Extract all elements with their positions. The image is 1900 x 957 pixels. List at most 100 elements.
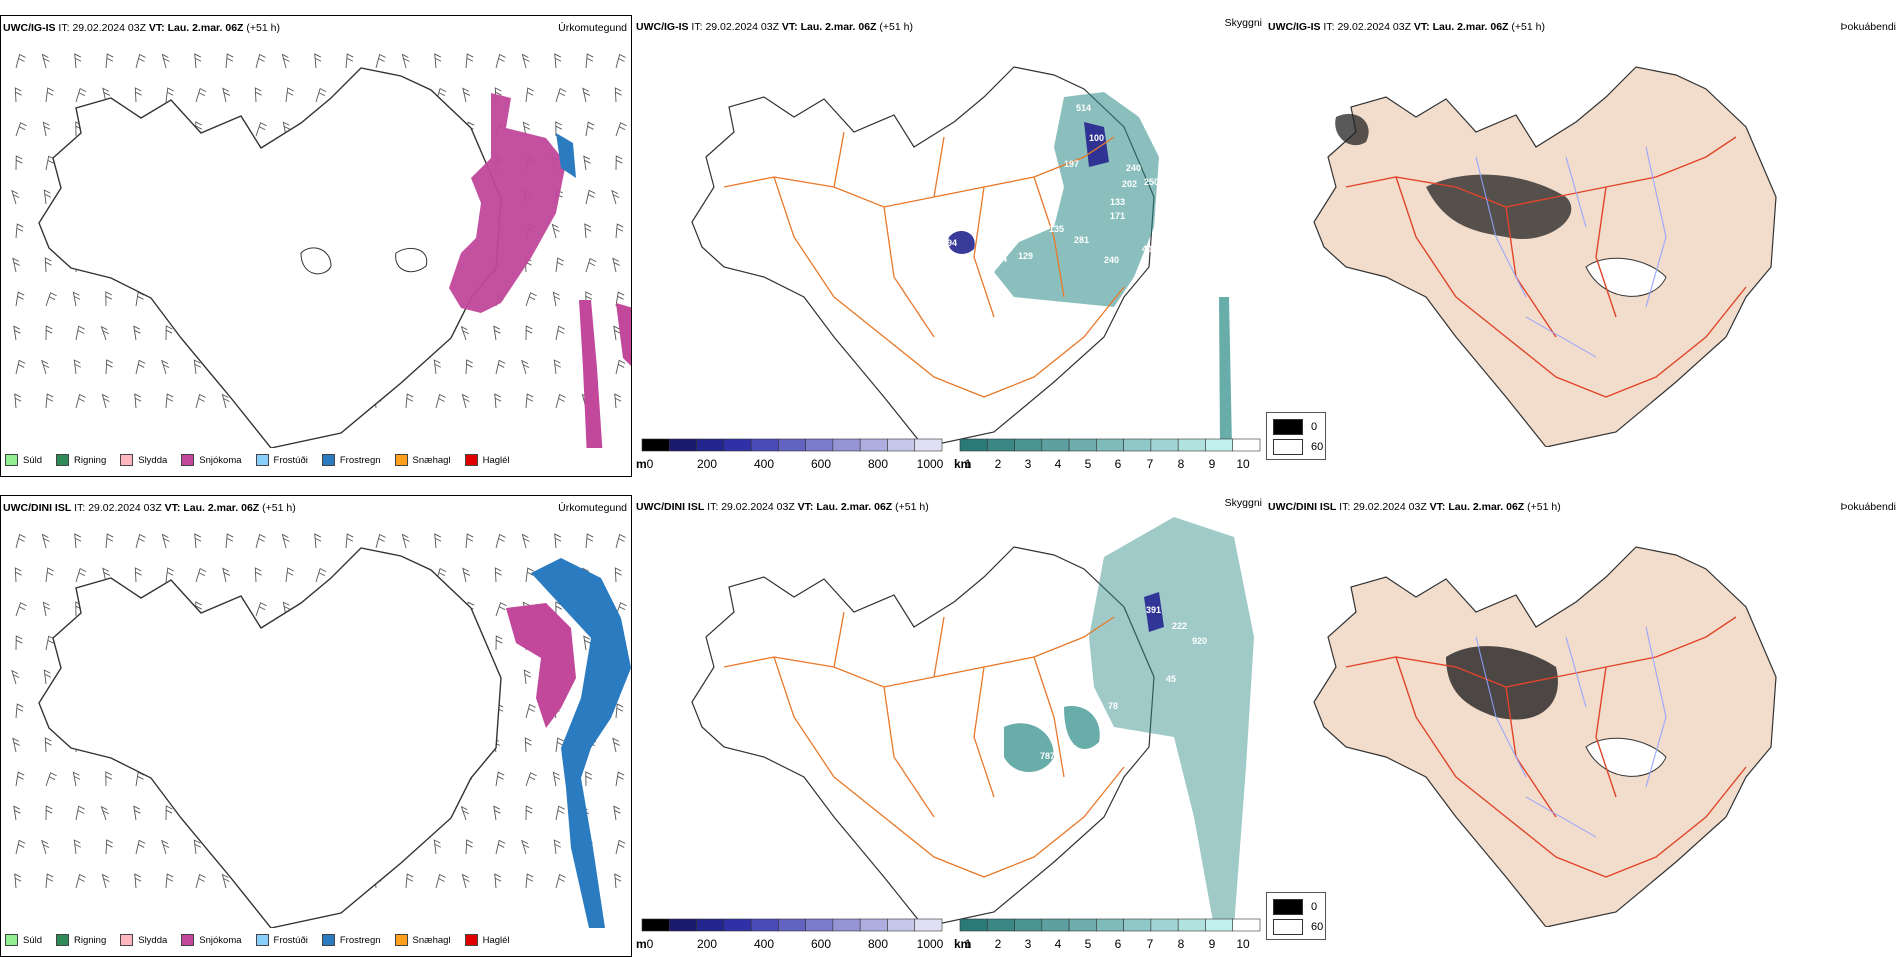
valid-time-label: VT: [797, 501, 814, 513]
wind-barb [75, 393, 86, 409]
panel-header: UWC/IG-IS IT: 29.02.2024 03Z VT: Lau. 2.… [636, 21, 913, 33]
wind-barb [13, 325, 21, 341]
wind-barb [314, 53, 322, 69]
tick-label: 4 [1054, 457, 1062, 471]
wind-barb [45, 87, 54, 103]
wind-barb [41, 359, 50, 375]
wind-barb [15, 155, 23, 171]
lead-time: (+51 h) [1511, 21, 1545, 33]
wind-barb [615, 53, 626, 69]
wind-barb [134, 393, 142, 409]
wind-barb [255, 53, 266, 69]
legend-swatch [321, 934, 335, 946]
wind-barb [195, 393, 206, 409]
wind-barb [74, 533, 82, 549]
colorbar-swatch [1096, 438, 1124, 452]
wind-barb [43, 669, 52, 685]
wind-barb [44, 257, 52, 273]
fog-scale-low: 60 [1273, 439, 1323, 455]
wind-barb [613, 805, 621, 821]
wind-barb [611, 189, 620, 205]
legend-swatch [5, 454, 18, 466]
legend-swatch [321, 454, 335, 466]
legend-item-freezing-rain: Frostregn [321, 454, 381, 466]
precip-map [11, 53, 631, 448]
colorbar-swatch [959, 438, 988, 452]
valid-time-label: VT: [1413, 21, 1430, 33]
panel-title: Skyggni [1224, 497, 1262, 509]
panel-title: Þokuábendi [1840, 21, 1896, 33]
wind-barb [101, 873, 110, 889]
legend-item-snow: Snjókoma [181, 454, 242, 466]
wind-barb [222, 87, 230, 103]
legend-item-freezing-drizzle: Frostúði [255, 934, 308, 946]
wind-barb [45, 393, 54, 409]
fog-scale-high: 0 [1273, 899, 1317, 915]
legend-item-drizzle: Súld [5, 934, 42, 946]
visibility-map: 391 222 920 45 787 864 235 78 [691, 517, 1254, 927]
wind-barb [45, 292, 57, 307]
tick-label: 1 [964, 457, 972, 471]
wind-barb [552, 771, 561, 787]
ceiling-colorbar: 0 200 400 600 800 1000 m [636, 917, 944, 951]
wind-barb [525, 292, 537, 307]
legend-swatch [56, 934, 70, 946]
wind-barb [225, 53, 234, 69]
tick-label: 0 [646, 937, 654, 951]
model-name: UWC/DINI ISL [3, 502, 72, 514]
wind-barb [525, 393, 534, 409]
wind-barb [493, 325, 501, 341]
wind-barb [75, 873, 86, 889]
wind-barb [194, 53, 202, 69]
wind-barb [585, 53, 594, 69]
colorbar-swatch [832, 438, 861, 452]
wind-barb [105, 359, 113, 375]
panel-header: UWC/DINI ISL IT: 29.02.2024 03Z VT: Lau.… [1268, 501, 1561, 513]
fog-scale-box-bottom: 0 60 [1266, 892, 1326, 940]
wind-barb [14, 567, 22, 583]
wind-barb [615, 122, 627, 137]
tick-label: 9 [1208, 457, 1216, 471]
freezing-rain-area [556, 133, 576, 178]
wind-barb [495, 53, 506, 69]
wind-barb [525, 703, 536, 719]
wind-barb [582, 87, 590, 103]
wind-barb [221, 393, 230, 409]
valid-time-value: Lau. 2.mar. 06Z [167, 22, 244, 34]
colorbar-swatch [1068, 918, 1097, 932]
panel-title: Úrkomutegund [558, 22, 627, 34]
wind-barb [105, 839, 113, 855]
wind-barb [461, 393, 470, 409]
low-ceiling-area [948, 122, 1109, 254]
wind-barb [285, 87, 294, 103]
ceiling-label: 129 [1018, 251, 1033, 261]
wind-barb [15, 223, 24, 239]
wind-barb [45, 325, 53, 341]
legend-item-snow-pellets: Snæhagl [394, 934, 451, 946]
wind-barb [100, 805, 110, 821]
visibility-unit: km [954, 457, 972, 471]
wind-barb [493, 805, 501, 821]
ceiling-label: 864 [1092, 755, 1107, 765]
wind-barb [494, 393, 502, 409]
wind-barb [495, 839, 506, 855]
wind-barb [585, 121, 595, 137]
panel-header: UWC/DINI ISL IT: 29.02.2024 03Z VT: Lau.… [636, 501, 929, 513]
valid-time-label: VT: [781, 21, 798, 33]
tick-label: 4 [1054, 937, 1062, 951]
ceiling-colorbar-ticks: 0 200 400 600 800 1000 [640, 457, 944, 471]
freezing-rain-strip [579, 300, 603, 448]
tick-label: 8 [1177, 457, 1185, 471]
wind-barb [105, 53, 114, 69]
wind-barb [13, 805, 21, 821]
wind-barb [42, 121, 51, 137]
colorbar-swatch [778, 438, 806, 452]
colorbar-swatch [1150, 918, 1179, 932]
fog-map [1313, 546, 1777, 927]
ceiling-label: 920 [1192, 636, 1207, 646]
ceiling-label: 78 [1108, 701, 1118, 711]
wind-barb [552, 291, 561, 307]
lead-time: (+51 h) [262, 502, 296, 514]
wind-barb [584, 223, 592, 239]
wind-barb [521, 359, 530, 375]
